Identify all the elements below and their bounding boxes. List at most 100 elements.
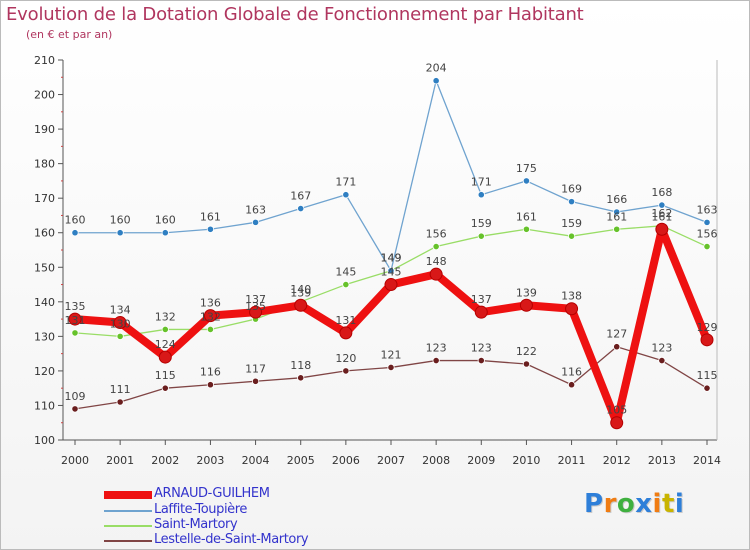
y-tick-label: 160: [34, 227, 55, 240]
y-tick-label: 170: [34, 192, 55, 205]
data-point: [703, 218, 711, 226]
data-label: 127: [606, 328, 627, 341]
data-label: 121: [381, 348, 402, 361]
data-point: [116, 229, 124, 237]
data-label: 160: [65, 214, 86, 227]
data-point: [610, 416, 624, 430]
y-tick-label: 190: [34, 123, 55, 136]
series-line-laffite-toupi-re: [74, 80, 708, 272]
data-point: [432, 77, 440, 85]
data-point: [703, 242, 711, 251]
data-label: 118: [290, 359, 311, 372]
data-label: 160: [110, 214, 131, 227]
data-point: [432, 356, 440, 365]
y-tick-label: 150: [34, 261, 55, 274]
logo-letter: i: [652, 489, 662, 519]
data-point: [68, 312, 82, 326]
data-point: [116, 398, 124, 406]
data-label: 161: [516, 210, 537, 223]
data-label: 123: [651, 342, 672, 355]
logo-letter: r: [603, 489, 617, 519]
y-tick-label: 100: [34, 434, 55, 447]
x-tick-label: 2007: [377, 454, 405, 467]
y-tick-label: 120: [34, 365, 55, 378]
logo-letter: i: [674, 489, 685, 519]
data-point: [161, 229, 169, 237]
x-tick-label: 2000: [61, 454, 89, 467]
data-label: 123: [471, 342, 492, 355]
data-point: [71, 329, 79, 337]
legend-item-laffite-toupiere: Laffite-Toupière: [104, 502, 404, 518]
data-point: [522, 177, 531, 185]
x-tick-label: 2001: [106, 454, 134, 467]
data-label: 135: [245, 300, 266, 313]
data-point: [116, 332, 124, 340]
data-label: 159: [471, 217, 492, 230]
data-label: 117: [245, 362, 266, 375]
data-label: 129: [697, 321, 718, 334]
legend-item-lestelle-de-saint-martory: Lestelle-de-Saint-Martory: [104, 532, 404, 548]
data-label: 161: [200, 210, 221, 223]
data-label: 130: [110, 317, 131, 330]
y-tick-label: 180: [34, 158, 55, 171]
data-point: [567, 232, 576, 240]
data-point: [655, 222, 669, 236]
data-label: 167: [290, 190, 311, 203]
data-point: [71, 405, 79, 413]
data-label: 161: [606, 210, 627, 223]
data-label: 123: [426, 342, 447, 355]
data-point: [477, 356, 485, 365]
data-point: [658, 356, 666, 365]
data-point: [429, 267, 443, 281]
data-point: [161, 325, 169, 334]
data-label: 149: [381, 252, 402, 265]
legend-swatch: [104, 525, 152, 527]
data-point: [161, 384, 169, 392]
data-label: 161: [651, 210, 672, 223]
data-label: 134: [110, 304, 131, 317]
data-point: [477, 191, 485, 199]
data-point: [387, 267, 395, 275]
data-label: 168: [651, 186, 672, 199]
data-label: 132: [155, 310, 176, 323]
data-label: 149: [381, 252, 402, 265]
data-label: 163: [245, 203, 266, 216]
data-point: [113, 316, 127, 330]
x-tick-label: 2005: [287, 454, 315, 467]
data-label: 132: [200, 310, 221, 323]
y-tick-label: 140: [34, 296, 55, 309]
y-tick-label: 110: [34, 399, 55, 412]
proxiti-logo: Proxiti: [584, 489, 684, 519]
data-point: [567, 198, 576, 206]
x-tick-label: 2011: [558, 454, 586, 467]
data-point: [474, 305, 488, 319]
data-label: 145: [381, 266, 402, 279]
data-label: 122: [516, 345, 537, 358]
data-point: [703, 384, 711, 392]
data-point: [342, 191, 350, 199]
data-point: [522, 360, 531, 368]
data-label: 109: [65, 390, 86, 403]
data-label: 139: [290, 286, 311, 299]
data-label: 156: [697, 228, 718, 241]
y-tick-label: 210: [34, 54, 55, 67]
data-point: [387, 363, 395, 372]
legend-label: Saint-Martory: [154, 517, 238, 532]
data-label: 131: [335, 314, 356, 327]
legend-item-arnaud-guilhem: ARNAUD-GUILHEM: [104, 486, 404, 502]
data-label: 137: [245, 293, 266, 306]
x-tick-label: 2003: [196, 454, 224, 467]
x-tick-label: 2008: [422, 454, 450, 467]
data-label: 166: [606, 193, 627, 206]
data-label: 105: [606, 404, 627, 417]
data-point: [342, 367, 350, 375]
logo-letter: x: [635, 489, 653, 519]
data-label: 204: [426, 62, 447, 75]
data-point: [477, 232, 485, 240]
logo-letter: o: [616, 489, 636, 519]
data-point: [613, 225, 621, 233]
data-point: [249, 305, 263, 319]
data-point: [339, 326, 353, 340]
data-label: 140: [290, 283, 311, 296]
logo-letter: P: [584, 489, 604, 519]
